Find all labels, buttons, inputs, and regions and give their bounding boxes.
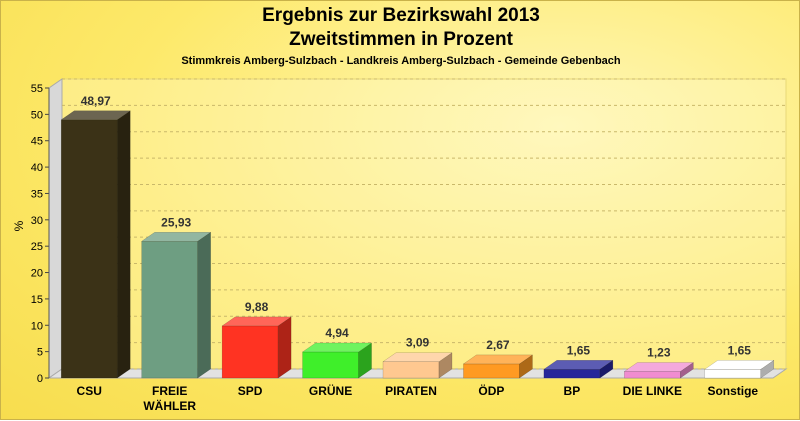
bar-top <box>140 232 212 242</box>
bar-value-label: 25,93 <box>161 215 191 229</box>
chart-region-subtitle: Stimmkreis Amberg-Sulzbach - Landkreis A… <box>181 55 621 67</box>
bar-top <box>462 354 534 365</box>
y-tick-label: 55 <box>31 83 43 95</box>
bar-front <box>382 361 440 379</box>
bar-top <box>301 342 373 353</box>
x-tick-label: DIE LINKE <box>623 384 682 398</box>
bar-front <box>624 371 681 379</box>
bar-top <box>703 360 775 370</box>
y-tick-label: 0 <box>37 373 43 385</box>
bar-value-label: 48,97 <box>81 94 111 108</box>
bar-top <box>60 110 132 121</box>
bar-front <box>221 325 279 379</box>
bar-side <box>599 359 614 379</box>
x-tick-label: ÖDP <box>478 383 504 398</box>
bar-front <box>302 351 359 379</box>
y-tick-label: 40 <box>31 162 43 174</box>
bar-front <box>463 363 520 379</box>
bar-top <box>623 362 695 372</box>
y-tick-label: 15 <box>31 294 43 306</box>
chart-title: Ergebnis zur Bezirkswahl 2013 <box>262 5 540 26</box>
y-tick-label: 5 <box>37 347 43 359</box>
bar-side <box>519 354 533 379</box>
y-tick-label: 50 <box>31 109 43 121</box>
bar-side <box>197 231 211 379</box>
x-tick-label: WÄHLER <box>143 398 196 413</box>
y-tick-label: 45 <box>31 136 43 148</box>
y-tick-label: 20 <box>31 268 43 280</box>
bar-front <box>141 241 198 379</box>
bar-side <box>760 359 775 379</box>
bar-front <box>60 119 118 379</box>
y-tick-label: 35 <box>31 188 43 200</box>
left-wall <box>48 78 63 379</box>
bar-side <box>680 362 694 379</box>
bar-value-label: 3,09 <box>406 336 430 350</box>
bar-front <box>543 369 601 379</box>
x-tick-label: PIRATEN <box>385 384 437 398</box>
bar-value-label: 2,67 <box>486 338 510 352</box>
bar-top <box>221 316 292 327</box>
x-tick-label: FREIE <box>152 384 187 398</box>
bar-value-label: 1,23 <box>647 346 671 360</box>
x-tick-label: GRÜNE <box>309 383 352 398</box>
bar-value-label: 4,94 <box>325 326 349 340</box>
bar-side <box>277 316 292 379</box>
x-tick-label: CSU <box>77 384 102 398</box>
y-tick-label: 10 <box>31 320 43 332</box>
x-tick-label: Sonstige <box>707 384 758 398</box>
y-tick-label: 30 <box>31 215 43 227</box>
bar-top <box>543 360 614 370</box>
x-tick-label: BP <box>564 384 581 398</box>
x-tick-label: SPD <box>238 384 263 398</box>
y-tick-label: 25 <box>31 241 43 253</box>
bar-front <box>704 369 762 379</box>
y-axis-label: % <box>12 220 26 231</box>
chart-subtitle: Zweitstimmen in Prozent <box>289 29 513 50</box>
bar-side <box>116 110 131 379</box>
bar-value-label: 1,65 <box>728 343 752 357</box>
bar-value-label: 9,88 <box>245 300 269 314</box>
bar-top <box>382 352 453 362</box>
bar-value-label: 1,65 <box>567 343 591 357</box>
